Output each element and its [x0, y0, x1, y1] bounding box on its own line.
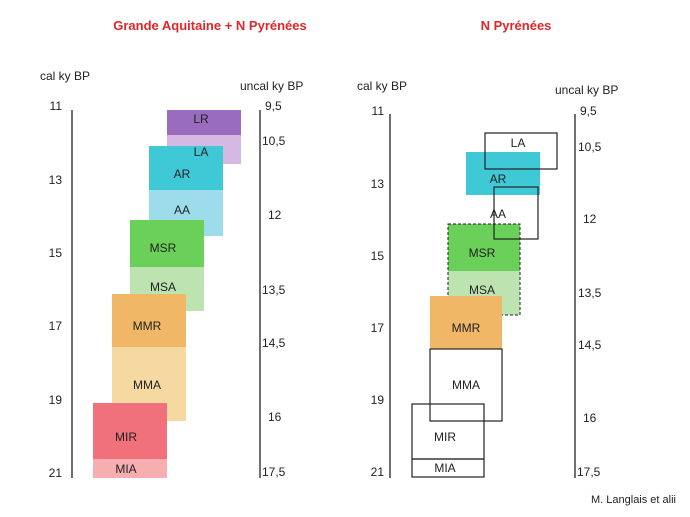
right-panel-title: N Pyrénées [481, 18, 552, 33]
left-phase-mmr-label: MMR [133, 319, 162, 333]
left-phase-mmr-block [112, 294, 186, 347]
left-phase-mir-label: MIR [115, 430, 137, 444]
left-phase-aa-label: AA [174, 203, 190, 217]
left-cal-tick: 17 [49, 319, 63, 333]
right-cal-tick: 21 [371, 465, 385, 479]
right-uncal-unit-label: uncal ky BP [555, 83, 618, 97]
left-phase-ar-label: AR [174, 167, 191, 181]
left-cal-tick: 15 [49, 246, 63, 260]
left-cal-tick: 11 [50, 99, 63, 113]
left-phase-lr-label: LR [193, 112, 209, 126]
left-uncal-tick: 16 [268, 410, 282, 424]
left-phase-msa-label: MSA [150, 280, 176, 294]
right-cal-tick: 17 [371, 321, 385, 335]
right-uncal-tick: 10,5 [578, 140, 602, 154]
left-phase-ar-block [149, 146, 223, 190]
right-phase-la-label: LA [511, 136, 526, 150]
right-phase-aa-label: AA [490, 207, 506, 221]
right-phase-mmr-label: MMR [452, 321, 481, 335]
left-phase-mia-block [93, 459, 167, 478]
right-uncal-tick: 14,5 [578, 338, 602, 352]
left-phase-msr-block [130, 220, 204, 267]
left-panel-title: Grande Aquitaine + N Pyrénées [113, 18, 307, 33]
right-phase-mia-label: MIA [434, 461, 455, 475]
credit-text: M. Langlais et alii [591, 494, 676, 506]
right-phase-mma-label: MMA [452, 378, 480, 392]
left-uncal-tick: 17,5 [262, 465, 286, 479]
left-uncal-tick: 13,5 [262, 283, 286, 297]
right-phase-la-block [484, 132, 558, 170]
left-uncal-tick: 12 [268, 208, 282, 222]
left-phase-mir-block [93, 403, 167, 459]
right-phase-mia-block [411, 458, 485, 478]
left-cal-tick: 13 [49, 173, 63, 187]
right-uncal-tick: 17,5 [577, 465, 601, 479]
left-cal-tick: 21 [49, 466, 63, 480]
right-cal-tick: 15 [371, 249, 385, 263]
left-cal-tick: 19 [49, 393, 63, 407]
right-uncal-tick: 12 [583, 212, 597, 226]
right-cal-tick: 19 [371, 393, 385, 407]
right-phase-mma-block [429, 348, 503, 422]
left-phase-lr-block [167, 110, 241, 135]
left-phase-la-label: LA [194, 145, 209, 159]
right-uncal-tick: 13,5 [578, 286, 602, 300]
right-phase-msr-block [448, 224, 520, 271]
left-phase-msr-label: MSR [150, 241, 177, 255]
right-phase-aa-block [493, 186, 539, 240]
right-phase-mmr-block [430, 296, 502, 349]
left-uncal-tick: 9,5 [265, 99, 282, 113]
right-uncal-tick: 16 [583, 411, 597, 425]
left-panel: Grande Aquitaine + N Pyrénées cal ky BP … [40, 18, 307, 480]
right-cal-tick: 11 [372, 104, 385, 118]
left-phase-mma-label: MMA [133, 378, 161, 392]
left-uncal-tick: 10,5 [262, 134, 286, 148]
left-uncal-tick: 14,5 [262, 336, 286, 350]
right-cal-unit-label: cal ky BP [357, 79, 407, 93]
right-uncal-tick: 9,5 [580, 104, 597, 118]
right-msr-msa-dashed-outline [447, 223, 521, 316]
left-phase-mia-label: MIA [115, 462, 136, 476]
right-phase-ar-label: AR [490, 172, 507, 186]
left-cal-unit-label: cal ky BP [40, 69, 90, 83]
right-phase-msr-label: MSR [469, 246, 496, 260]
right-panel: N Pyrénées cal ky BP uncal ky BP LA AR A… [357, 18, 618, 479]
right-cal-tick: 13 [371, 177, 385, 191]
right-phase-mir-label: MIR [434, 430, 456, 444]
right-phase-ar-block [466, 152, 540, 195]
right-phase-msa-label: MSA [469, 283, 495, 297]
left-uncal-unit-label: uncal ky BP [240, 79, 303, 93]
